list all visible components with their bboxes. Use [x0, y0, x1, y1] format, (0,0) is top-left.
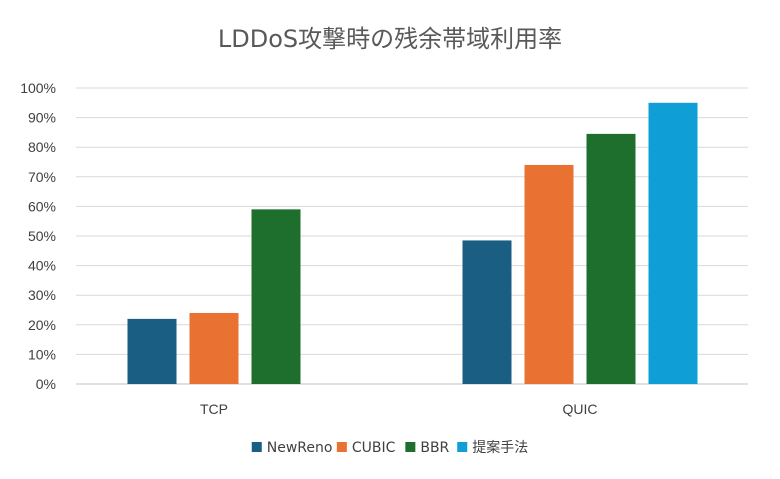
y-tick-label: 70%: [28, 169, 56, 185]
y-tick-label: 100%: [20, 80, 56, 96]
legend-label: BBR: [420, 440, 449, 456]
x-axis-categories: TCP QUIC: [200, 401, 598, 417]
y-tick-label: 40%: [28, 258, 56, 274]
y-tick-label: 10%: [28, 346, 56, 362]
bar-tcp-cubic: [189, 312, 239, 384]
bar-tcp-bbr: [251, 209, 301, 384]
legend-label: CUBIC: [352, 440, 396, 456]
legend-swatch-bbr: [405, 442, 416, 452]
legend-label: NewReno: [267, 440, 333, 456]
y-tick-label: 80%: [28, 139, 56, 155]
x-category-label: TCP: [200, 401, 228, 417]
legend-swatch-newreno: [251, 442, 262, 452]
legend-swatch-cubic: [336, 442, 347, 452]
bar-tcp-newreno: [127, 318, 177, 384]
legend-label: 提案手法: [472, 439, 528, 456]
y-tick-label: 20%: [28, 317, 56, 333]
x-category-label: QUIC: [563, 401, 598, 417]
legend-swatch-提案手法: [457, 442, 468, 452]
legend: NewReno CUBIC BBR 提案手法: [251, 439, 528, 456]
y-tick-label: 0%: [36, 376, 56, 392]
y-tick-label: 30%: [28, 287, 56, 303]
bars: [127, 102, 698, 385]
bar-quic-bbr: [586, 133, 636, 384]
bar-quic-提案手法: [648, 102, 698, 385]
y-tick-label: 60%: [28, 198, 56, 214]
bar-quic-cubic: [524, 164, 574, 384]
chart-title: LDDoS攻撃時の残余帯域利用率: [218, 25, 562, 53]
y-axis-ticks: 0% 10% 20% 30% 40% 50% 60% 70% 80% 90% 100%: [20, 80, 56, 392]
bar-quic-newreno: [462, 240, 512, 384]
y-tick-label: 50%: [28, 228, 56, 244]
y-tick-label: 90%: [28, 110, 56, 126]
gridlines: [76, 87, 748, 385]
